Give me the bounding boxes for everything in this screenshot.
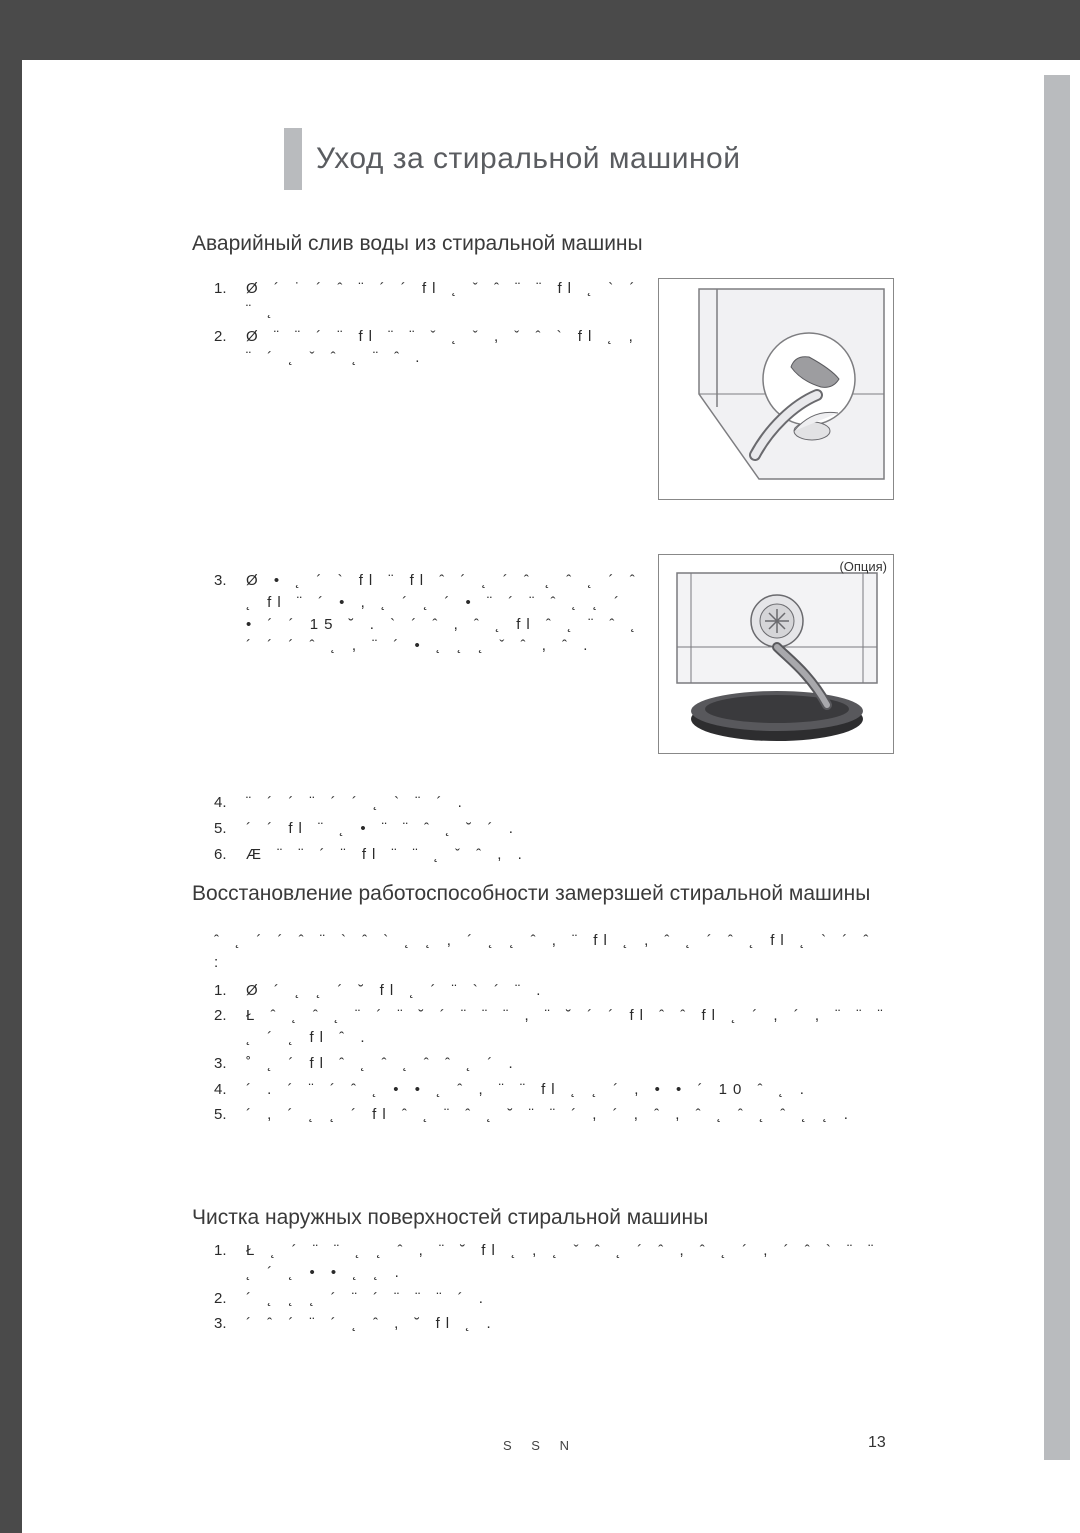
step-text: Ł ˛ ´ ¨ ¨ ˛ ˛ ˆ , ¨ ˘ fl ˛ , ˛ ˇ ˆ ˛ ´ ˆ… — [246, 1242, 879, 1281]
right-tab-stripe — [1044, 75, 1070, 1460]
step-number: 1. — [214, 980, 238, 1002]
section3-heading: Чистка наружных поверхностей стиральной … — [192, 1206, 708, 1230]
step-text: ´ ´ fl ¨ ˛ • ¨ ¨ ˆ ˛ ˘ ´ . — [246, 820, 519, 837]
step-text: ´ ˛ ˛ ˛ ´ ¨ ´ ¨ ¨ ¨ ´ . — [246, 1290, 489, 1307]
list-item: 5. ´ ´ fl ¨ ˛ • ¨ ¨ ˆ ˛ ˘ ´ . — [214, 818, 884, 840]
step-number: 6. — [214, 844, 238, 866]
list-item: 2. ´ ˛ ˛ ˛ ´ ¨ ´ ¨ ¨ ¨ ´ . — [214, 1288, 894, 1310]
step-number: 2. — [214, 326, 238, 348]
figure-drain-hose — [658, 278, 894, 500]
section2-heading: Восстановление работоспособности замерзш… — [192, 880, 892, 908]
page-title: Уход за стиральной машиной — [316, 142, 741, 176]
step-number: 2. — [214, 1005, 238, 1027]
section1-steps-b: 3. Ø • ˛ ´ ` fl ¨ fl ˆ ´ ˛ ´ ˆ ˛ ˆ ˛ ´ ˆ … — [214, 570, 644, 661]
step-text: Ł ˆ ˛ ˆ ˛ ¨ ´ ¨ ˘ ´ ¨ ¨ ¨ , ¨ ˘ ´ ´ fl ˆ… — [246, 1007, 889, 1046]
section1-steps-a: 1. Ø ´ ˙ ´ ˆ ¨ ´ ´ fl ˛ ˇ ˆ ¨ ¨ fl ˛ ` ´ … — [214, 278, 644, 373]
list-item: 5. ´ , ´ ˛ ˛ ´ fl ˆ ˛ ¨ ˆ ˛ ˘ ¨ ¨ ´ , ´ ,… — [214, 1104, 894, 1126]
step-number: 4. — [214, 792, 238, 814]
step-text: Æ ¨ ¨ ´ ¨ fl ¨ ¨ ˛ ˇ ˆ , . — [246, 846, 528, 863]
step-text: Ø ´ ˛ ˛ ´ ˘ fl ˛ ´ ¨ ` ´ ¨ . — [246, 982, 546, 999]
step-text: Ø • ˛ ´ ` fl ¨ fl ˆ ´ ˛ ´ ˆ ˛ ˆ ˛ ´ ˆ ˛ … — [246, 572, 642, 654]
list-item: 1. Ł ˛ ´ ¨ ¨ ˛ ˛ ˆ , ¨ ˘ fl ˛ , ˛ ˇ ˆ ˛ ´… — [214, 1240, 894, 1284]
figure-drain-pan: (Опция) — [658, 554, 894, 754]
list-item: 2. Ø ¨ ¨ ´ ¨ fl ¨ ¨ ˇ ˛ ˇ , ˇ ˆ ` fl ˛ , … — [214, 326, 644, 370]
page-title-box: Уход за стиральной машиной — [284, 128, 854, 190]
top-frame-bar — [0, 0, 1080, 60]
list-item: 3. ´ ˆ ´ ¨ ´ ˛ ˆ , ˘ fl ˛ . — [214, 1313, 894, 1335]
step-text: Ø ´ ˙ ´ ˆ ¨ ´ ´ fl ˛ ˇ ˆ ¨ ¨ fl ˛ ` ´ ¨ … — [246, 280, 640, 319]
list-item: 1. Ø ´ ˛ ˛ ´ ˘ fl ˛ ´ ¨ ` ´ ¨ . — [214, 980, 894, 1002]
section1-heading: Аварийный слив воды из стиральной машины — [192, 232, 643, 256]
list-item: 3. Ø • ˛ ´ ` fl ¨ fl ˆ ´ ˛ ´ ˆ ˛ ˆ ˛ ´ ˆ … — [214, 570, 644, 657]
list-item: 4. ´ . ´ ¨ ´ ˆ ˛ • • ˛ ˆ , ¨ ¨ fl ˛ ˛ ´ ,… — [214, 1079, 894, 1101]
section2-block: ˆ ˛ ´ ´ ˆ ¨ ` ˆ ` ˛ ˛ , ´ ˛ ˛ ˆ , ¨ fl ˛… — [214, 930, 894, 1130]
step-number: 3. — [214, 1053, 238, 1075]
footer-brand: S S N — [0, 1438, 1080, 1453]
footer-page-number: 13 — [868, 1434, 886, 1452]
section3-steps: 1. Ł ˛ ´ ¨ ¨ ˛ ˛ ˆ , ¨ ˘ fl ˛ , ˛ ˇ ˆ ˛ ´… — [214, 1240, 894, 1339]
step-text: ´ ˆ ´ ¨ ´ ˛ ˆ , ˘ fl ˛ . — [246, 1315, 497, 1332]
list-item: 6. Æ ¨ ¨ ´ ¨ fl ¨ ¨ ˛ ˇ ˆ , . — [214, 844, 884, 866]
list-item: 4. ¨ ´ ´ ¨ ´ ´ ˛ ` ¨ ´ . — [214, 792, 884, 814]
drain-pan-illustration — [659, 555, 894, 754]
left-frame-bar — [0, 0, 22, 1533]
step-text: ´ . ´ ¨ ´ ˆ ˛ • • ˛ ˆ , ¨ ¨ fl ˛ ˛ ´ , •… — [246, 1081, 810, 1098]
section2-intro: ˆ ˛ ´ ´ ˆ ¨ ` ˆ ` ˛ ˛ , ´ ˛ ˛ ˆ , ¨ fl ˛… — [214, 930, 894, 974]
list-item: 3. ˚ ˛ ´ fl ˆ ˛ ˆ ˛ ˆ ˆ ˛ ´ . — [214, 1053, 894, 1075]
step-text: ¨ ´ ´ ¨ ´ ´ ˛ ` ¨ ´ . — [246, 794, 468, 811]
figure2-option-label: (Опция) — [839, 559, 887, 574]
drain-hose-illustration — [659, 279, 894, 500]
step-text: Ø ¨ ¨ ´ ¨ fl ¨ ¨ ˇ ˛ ˇ , ˇ ˆ ` fl ˛ , ¨ … — [246, 328, 639, 367]
list-item: 1. Ø ´ ˙ ´ ˆ ¨ ´ ´ fl ˛ ˇ ˆ ¨ ¨ fl ˛ ` ´ … — [214, 278, 644, 322]
page-content: Уход за стиральной машиной Аварийный сли… — [22, 60, 1042, 1533]
step-number: 5. — [214, 818, 238, 840]
step-number: 4. — [214, 1079, 238, 1101]
step-number: 3. — [214, 1313, 238, 1335]
section1-steps-c: 4. ¨ ´ ´ ¨ ´ ´ ˛ ` ¨ ´ . 5. ´ ´ fl ¨ ˛ • ¨… — [214, 792, 884, 869]
step-text: ´ , ´ ˛ ˛ ´ fl ˆ ˛ ¨ ˆ ˛ ˘ ¨ ¨ ´ , ´ , ˆ… — [246, 1106, 854, 1123]
list-item: 2. Ł ˆ ˛ ˆ ˛ ¨ ´ ¨ ˘ ´ ¨ ¨ ¨ , ¨ ˘ ´ ´ fl… — [214, 1005, 894, 1049]
step-number: 1. — [214, 1240, 238, 1262]
step-number: 2. — [214, 1288, 238, 1310]
step-number: 3. — [214, 570, 238, 592]
step-text: ˚ ˛ ´ fl ˆ ˛ ˆ ˛ ˆ ˆ ˛ ´ . — [246, 1055, 519, 1072]
step-number: 1. — [214, 278, 238, 300]
step-number: 5. — [214, 1104, 238, 1126]
